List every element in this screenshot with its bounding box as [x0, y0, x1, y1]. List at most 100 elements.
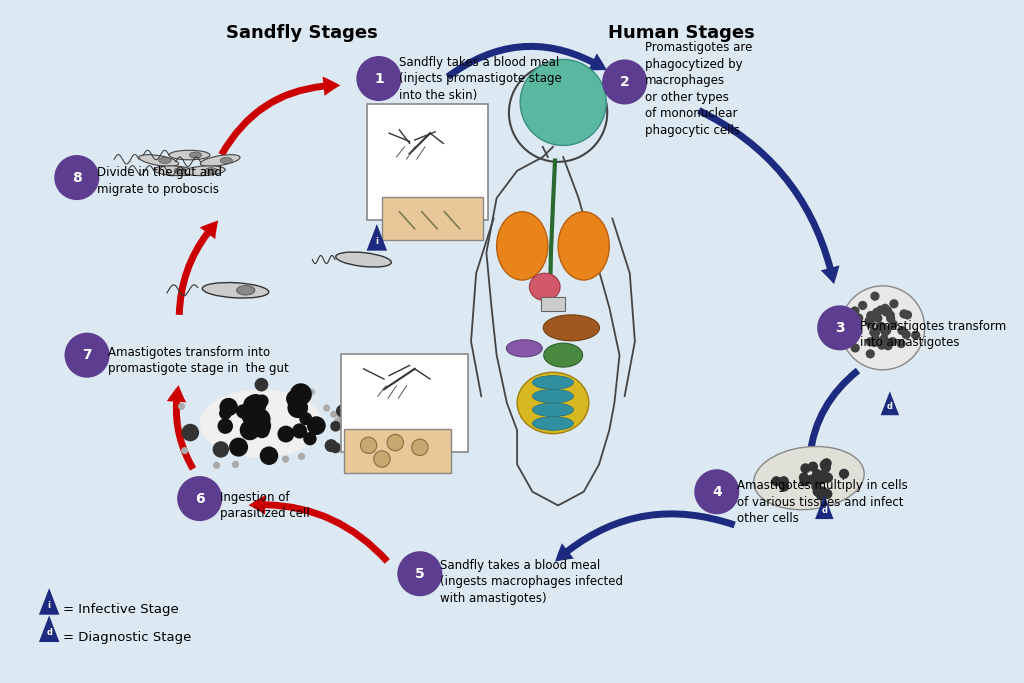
Ellipse shape — [853, 327, 862, 336]
Ellipse shape — [219, 398, 238, 416]
Ellipse shape — [871, 328, 881, 337]
Ellipse shape — [865, 337, 874, 346]
Text: i: i — [48, 601, 50, 610]
FancyBboxPatch shape — [541, 297, 565, 311]
Ellipse shape — [278, 426, 294, 443]
Ellipse shape — [896, 339, 905, 348]
Ellipse shape — [880, 335, 889, 344]
Ellipse shape — [331, 421, 341, 432]
Ellipse shape — [387, 434, 403, 451]
Ellipse shape — [808, 462, 818, 472]
Ellipse shape — [245, 394, 266, 416]
Text: Ingestion of
parasitized cell: Ingestion of parasitized cell — [220, 490, 310, 520]
Ellipse shape — [899, 309, 908, 318]
Ellipse shape — [801, 463, 811, 473]
Ellipse shape — [240, 420, 260, 441]
Ellipse shape — [779, 482, 790, 492]
Ellipse shape — [858, 301, 867, 310]
Ellipse shape — [881, 327, 890, 337]
Ellipse shape — [532, 389, 573, 403]
Ellipse shape — [292, 423, 307, 438]
Ellipse shape — [299, 412, 312, 425]
FancyArrowPatch shape — [249, 495, 390, 563]
Ellipse shape — [242, 408, 259, 426]
Polygon shape — [39, 588, 59, 615]
Ellipse shape — [897, 326, 906, 335]
Ellipse shape — [286, 390, 304, 408]
Ellipse shape — [360, 437, 377, 454]
Ellipse shape — [336, 252, 391, 267]
Text: 3: 3 — [835, 321, 845, 335]
Text: 7: 7 — [82, 348, 92, 362]
Text: d: d — [46, 628, 52, 637]
Ellipse shape — [331, 422, 338, 429]
Ellipse shape — [807, 475, 817, 485]
Ellipse shape — [174, 168, 186, 174]
Ellipse shape — [529, 273, 560, 301]
Ellipse shape — [154, 166, 195, 176]
Ellipse shape — [879, 324, 888, 333]
Ellipse shape — [819, 460, 829, 470]
FancyBboxPatch shape — [344, 429, 451, 473]
Ellipse shape — [839, 469, 849, 479]
FancyBboxPatch shape — [367, 104, 488, 220]
Ellipse shape — [181, 447, 188, 454]
Text: 2: 2 — [620, 75, 630, 89]
Text: d: d — [821, 506, 827, 515]
Ellipse shape — [337, 413, 344, 421]
Ellipse shape — [866, 320, 876, 329]
Ellipse shape — [878, 323, 887, 333]
Ellipse shape — [237, 285, 255, 295]
Ellipse shape — [878, 341, 887, 350]
Ellipse shape — [817, 486, 827, 497]
Ellipse shape — [841, 286, 925, 370]
Ellipse shape — [882, 326, 891, 335]
Text: Promastigotes are
phagocytized by
macrophages
or other types
of mononuclear
phag: Promastigotes are phagocytized by macrop… — [645, 41, 753, 137]
Ellipse shape — [249, 408, 270, 430]
Ellipse shape — [330, 410, 337, 418]
Ellipse shape — [260, 447, 279, 465]
Ellipse shape — [324, 404, 331, 412]
Ellipse shape — [532, 376, 573, 389]
FancyArrowPatch shape — [697, 107, 840, 284]
Ellipse shape — [821, 458, 831, 469]
Ellipse shape — [799, 473, 809, 483]
Ellipse shape — [876, 323, 885, 333]
Ellipse shape — [282, 456, 289, 462]
Text: Sandfly Stages: Sandfly Stages — [226, 24, 378, 42]
Ellipse shape — [205, 168, 217, 174]
Ellipse shape — [219, 407, 231, 419]
Ellipse shape — [255, 378, 268, 391]
Ellipse shape — [189, 152, 202, 158]
Ellipse shape — [213, 462, 220, 469]
Ellipse shape — [872, 308, 882, 317]
Ellipse shape — [520, 59, 606, 145]
Ellipse shape — [850, 307, 859, 316]
Ellipse shape — [497, 212, 548, 280]
Ellipse shape — [813, 486, 823, 497]
Ellipse shape — [852, 314, 861, 324]
Text: 1: 1 — [374, 72, 384, 85]
Text: Amastigotes transform into
promastigote stage in  the gut: Amastigotes transform into promastigote … — [108, 346, 289, 376]
Ellipse shape — [870, 338, 880, 347]
Ellipse shape — [817, 305, 862, 350]
Ellipse shape — [506, 339, 543, 357]
Ellipse shape — [901, 330, 910, 339]
Ellipse shape — [54, 155, 99, 200]
Ellipse shape — [853, 317, 862, 326]
Ellipse shape — [290, 383, 312, 405]
Ellipse shape — [864, 316, 873, 325]
Ellipse shape — [334, 418, 341, 425]
Ellipse shape — [517, 372, 589, 434]
Ellipse shape — [817, 474, 827, 484]
Ellipse shape — [200, 389, 323, 458]
Ellipse shape — [303, 432, 316, 445]
Ellipse shape — [822, 489, 833, 499]
Ellipse shape — [811, 482, 821, 492]
Ellipse shape — [852, 327, 861, 337]
Text: d: d — [887, 402, 893, 411]
Ellipse shape — [882, 307, 891, 317]
Ellipse shape — [397, 551, 442, 596]
Ellipse shape — [778, 476, 788, 486]
Ellipse shape — [307, 416, 326, 435]
